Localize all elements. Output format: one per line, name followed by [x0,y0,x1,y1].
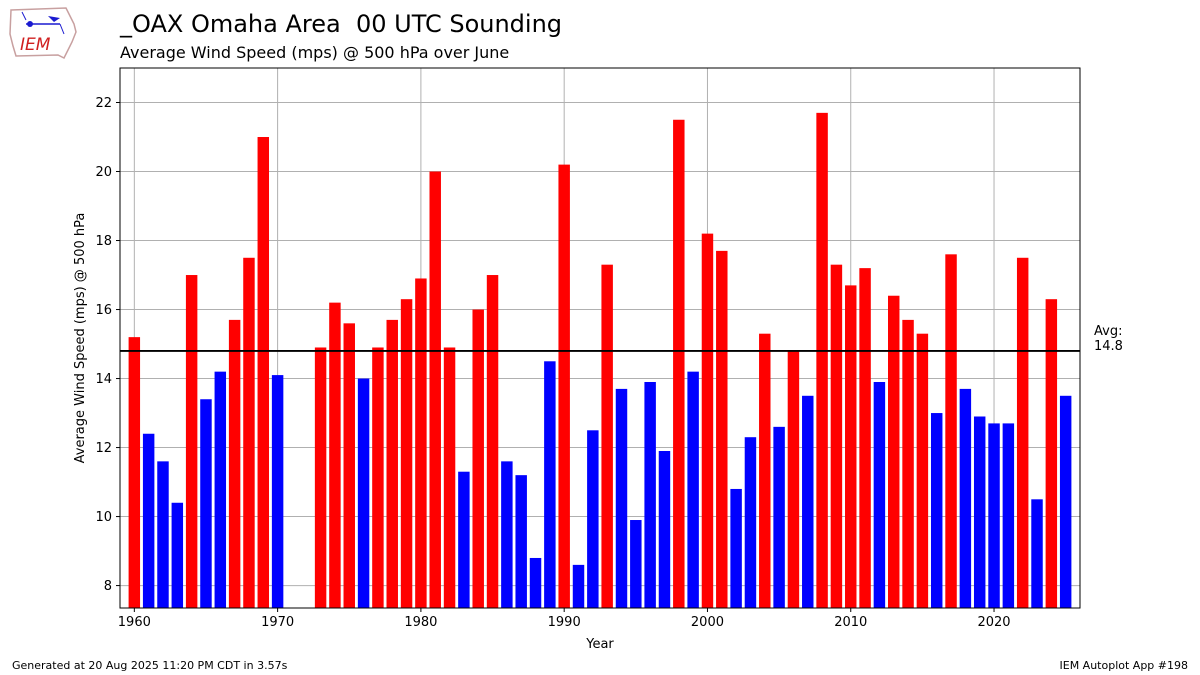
bar-1973 [314,347,327,608]
bar-1969 [257,137,270,608]
app-id: IEM Autoplot App #198 [1059,659,1189,672]
average-label: Avg: 14.8 [1094,324,1123,354]
bar-1977 [372,347,384,608]
bar-2022 [1016,257,1029,608]
y-tick-label: 16 [95,303,112,318]
bar-1963 [171,502,184,608]
bar-1999 [687,371,699,608]
x-tick-label: 2000 [691,615,724,630]
y-tick-label: 10 [95,510,112,525]
bar-1990 [558,164,570,609]
bar-1979 [400,299,413,608]
bar-1996 [644,381,656,608]
bar-2006 [787,350,800,608]
bar-1992 [587,430,599,608]
y-tick-label: 22 [95,96,112,111]
y-tick-label: 12 [95,441,112,456]
average-line-group: Avg: 14.8 [120,324,1123,354]
bar-1997 [658,451,671,608]
bar-2018 [959,388,972,608]
bar-2019 [973,416,986,608]
bar-2012 [873,381,886,608]
bar-2014 [902,319,914,608]
bar-2003 [744,437,757,608]
y-tick-label: 20 [95,165,112,180]
bar-1982 [443,347,456,608]
x-axis-label: Year [585,637,614,652]
bar-2010 [845,285,857,608]
bar-1968 [243,257,255,608]
bar-2020 [988,423,1000,608]
y-tick-label: 14 [95,372,112,387]
bar-1991 [572,564,585,608]
x-tick-label: 2020 [977,615,1010,630]
bar-1970 [271,375,284,608]
bar-2008 [816,112,828,608]
y-tick-label: 18 [95,234,112,249]
bar-1965 [200,399,212,608]
bar-1986 [501,461,513,608]
bar-1984 [472,309,484,608]
bar-1961 [142,433,155,608]
bar-2009 [830,264,843,608]
bar-1981 [429,171,441,608]
bar-2016 [930,413,943,608]
bar-1960 [128,337,141,608]
y-tick-label: 8 [104,579,112,594]
bar-1985 [486,275,499,608]
bar-2001 [716,250,728,608]
bar-2002 [730,488,742,608]
bar-2023 [1031,499,1043,608]
x-tick-label: 1970 [261,615,294,630]
bar-1983 [458,471,470,608]
bar-2013 [888,295,900,608]
y-axis-label: Average Wind Speed (mps) @ 500 hPa [73,213,88,464]
bar-1966 [214,371,227,608]
iem-logo: IEM [8,6,80,60]
x-tick-label: 2010 [834,615,867,630]
bar-1967 [228,319,241,608]
generated-timestamp: Generated at 20 Aug 2025 11:20 PM CDT in… [12,659,288,672]
bar-1998 [673,119,685,608]
bar-2007 [802,395,814,608]
bar-2005 [773,426,785,608]
logo-text: IEM [20,35,51,55]
bar-1962 [157,461,169,608]
x-tick-label: 1990 [548,615,581,630]
bar-2021 [1002,423,1015,608]
bar-2025 [1059,395,1072,608]
bar-2015 [916,333,929,608]
axis-ticks: 1960 1970 1980 1990 2000 2010 2020 8 10 12 14 16 18 2… [95,96,1010,630]
chart-subtitle: Average Wind Speed (mps) @ 500 hPa over … [120,43,510,62]
bar-1978 [386,319,398,608]
bar-2011 [859,268,871,608]
x-tick-label: 1960 [118,615,151,630]
bar-1993 [601,264,613,608]
bar-1995 [630,520,642,608]
bar-2017 [945,254,957,609]
bar-1989 [544,361,556,608]
bar-1994 [615,388,628,608]
bar-1974 [329,302,341,608]
bar-1975 [343,323,355,608]
bar-series [128,112,1072,609]
bar-1976 [357,378,370,608]
bar-2024 [1045,299,1058,608]
bar-1987 [515,475,527,608]
bar-2000 [701,233,714,609]
bar-2004 [759,333,771,608]
bar-1980 [415,278,427,608]
chart-title: _OAX Omaha Area 00 UTC Sounding [120,10,563,38]
plot-area [119,67,1081,609]
bar-1964 [185,275,198,608]
bar-1988 [529,557,542,608]
x-tick-label: 1980 [404,615,437,630]
